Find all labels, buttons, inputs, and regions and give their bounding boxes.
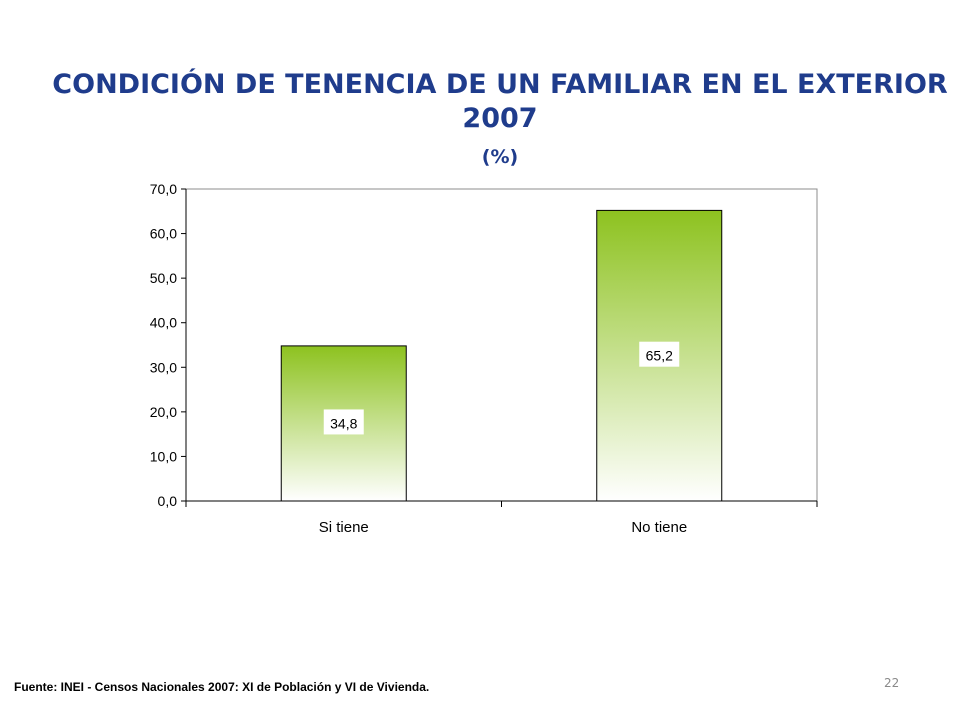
chart-subtitle: (%) bbox=[481, 146, 519, 168]
plot-area-frame bbox=[185, 188, 818, 502]
y-tick-label: 50,0 bbox=[150, 270, 177, 286]
y-tick-label: 10,0 bbox=[150, 448, 177, 464]
bar bbox=[280, 345, 407, 502]
y-tick-label: 70,0 bbox=[150, 181, 177, 197]
y-tick-label: 0,0 bbox=[158, 493, 178, 509]
chart-title: CONDICIÓN DE TENENCIA DE UN FAMILIAR EN … bbox=[40, 68, 960, 136]
y-tick-label: 40,0 bbox=[150, 315, 177, 331]
x-tick-label: No tiene bbox=[631, 519, 687, 536]
data-label: 65,2 bbox=[646, 348, 673, 364]
slide-number: 22 bbox=[884, 676, 900, 690]
data-label-box bbox=[323, 409, 364, 435]
data-label: 34,8 bbox=[330, 415, 357, 431]
chart-title-line1: CONDICIÓN DE TENENCIA DE UN FAMILIAR EN … bbox=[52, 69, 948, 100]
x-tick-label: Si tiene bbox=[319, 519, 369, 536]
y-tick-label: 60,0 bbox=[150, 226, 177, 242]
chart-title-line2: 2007 bbox=[462, 103, 538, 134]
y-tick-label: 30,0 bbox=[150, 359, 177, 375]
y-tick-label: 20,0 bbox=[150, 404, 177, 420]
data-label-box bbox=[639, 341, 680, 367]
source-note: Fuente: INEI - Censos Nacionales 2007: X… bbox=[14, 680, 430, 694]
